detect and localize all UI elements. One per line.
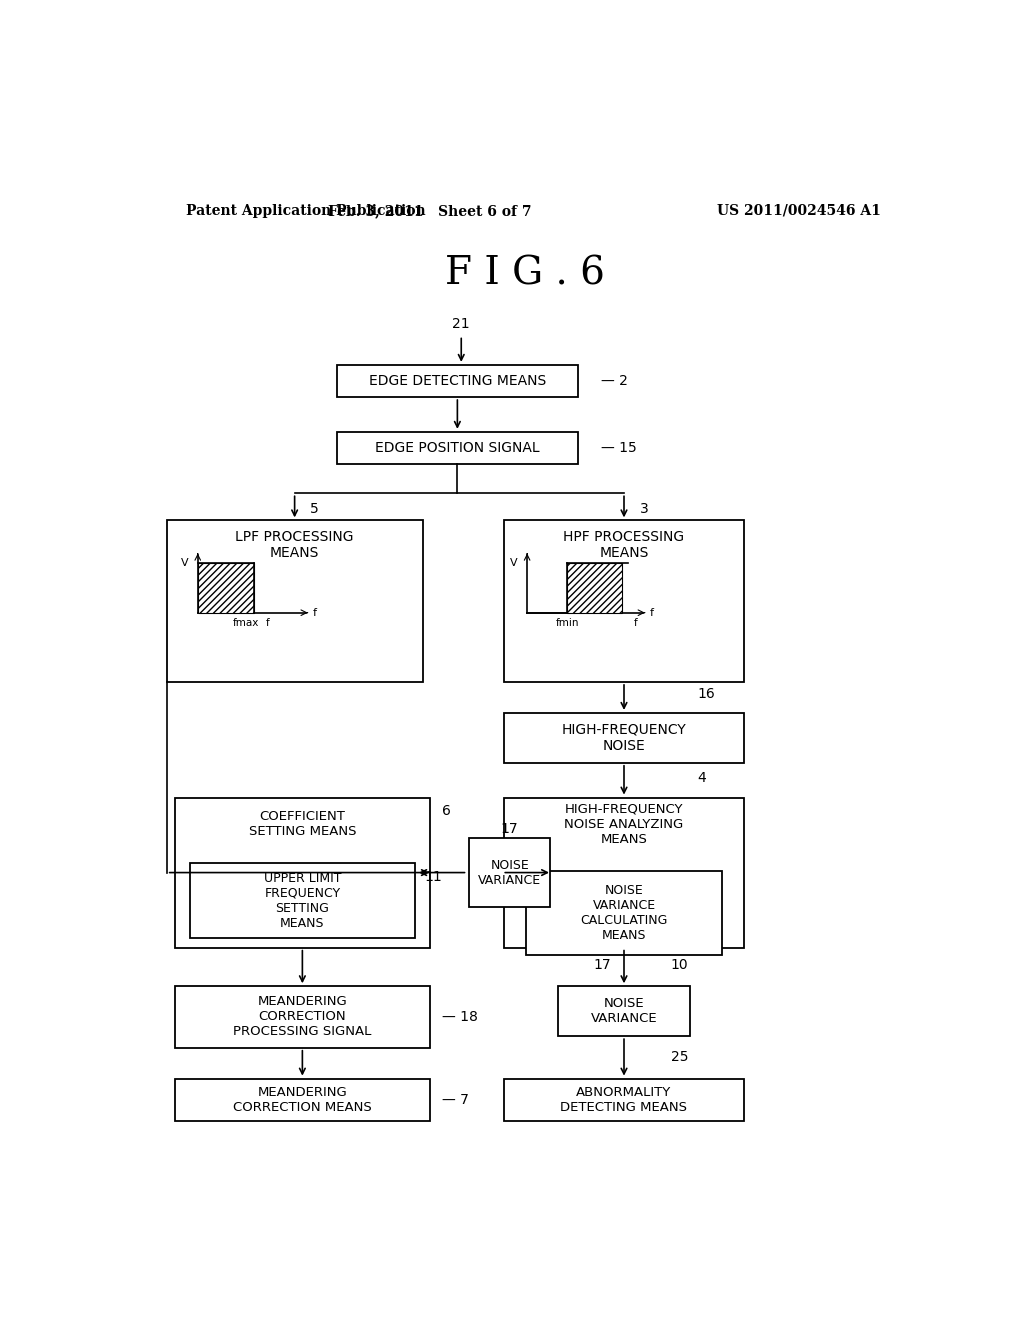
Text: 5: 5 — [310, 502, 318, 516]
Text: Feb. 3, 2011   Sheet 6 of 7: Feb. 3, 2011 Sheet 6 of 7 — [329, 203, 532, 218]
Text: V: V — [510, 557, 518, 568]
Text: NOISE
VARIANCE
CALCULATING
MEANS: NOISE VARIANCE CALCULATING MEANS — [581, 884, 668, 942]
Bar — [174, 986, 430, 1048]
Bar — [469, 838, 550, 907]
Bar — [504, 797, 744, 948]
Text: F I G . 6: F I G . 6 — [444, 255, 605, 293]
Text: EDGE POSITION SIGNAL: EDGE POSITION SIGNAL — [375, 441, 540, 455]
Text: 6: 6 — [442, 804, 451, 818]
Text: 17: 17 — [593, 957, 610, 972]
Text: fmin: fmin — [556, 619, 580, 628]
Text: MEANDERING
CORRECTION
PROCESSING SIGNAL: MEANDERING CORRECTION PROCESSING SIGNAL — [233, 995, 372, 1039]
Text: 17: 17 — [501, 821, 518, 836]
Text: — 18: — 18 — [442, 1010, 478, 1024]
Bar — [198, 562, 254, 612]
Text: — 15: — 15 — [601, 441, 637, 455]
Text: NOISE
VARIANCE: NOISE VARIANCE — [478, 858, 542, 887]
Bar — [558, 986, 690, 1036]
Text: HPF PROCESSING
MEANS: HPF PROCESSING MEANS — [563, 529, 685, 560]
Text: 16: 16 — [697, 686, 716, 701]
Text: NOISE
VARIANCE: NOISE VARIANCE — [591, 997, 657, 1026]
Text: fmax: fmax — [232, 619, 259, 628]
Text: 3: 3 — [640, 502, 648, 516]
Bar — [337, 364, 578, 397]
Text: 4: 4 — [697, 771, 707, 785]
Bar — [504, 713, 744, 763]
Text: 21: 21 — [453, 317, 470, 331]
Bar — [190, 863, 415, 939]
Text: 25: 25 — [671, 1049, 688, 1064]
Text: COEFFICIENT
SETTING MEANS: COEFFICIENT SETTING MEANS — [249, 810, 356, 838]
Text: 11: 11 — [424, 870, 441, 884]
Bar — [567, 562, 622, 612]
Bar — [174, 797, 430, 948]
Text: ABNORMALITY
DETECTING MEANS: ABNORMALITY DETECTING MEANS — [560, 1086, 687, 1114]
Text: f: f — [649, 607, 653, 618]
Text: f: f — [312, 607, 316, 618]
Text: MEANDERING
CORRECTION MEANS: MEANDERING CORRECTION MEANS — [233, 1086, 372, 1114]
Text: LPF PROCESSING
MEANS: LPF PROCESSING MEANS — [236, 529, 354, 560]
Bar — [525, 871, 722, 956]
Bar — [167, 520, 423, 682]
Text: Patent Application Publication: Patent Application Publication — [186, 203, 426, 218]
Bar — [337, 432, 578, 465]
Bar — [504, 1078, 744, 1121]
Text: HIGH-FREQUENCY
NOISE: HIGH-FREQUENCY NOISE — [561, 723, 686, 752]
Text: HIGH-FREQUENCY
NOISE ANALYZING
MEANS: HIGH-FREQUENCY NOISE ANALYZING MEANS — [564, 803, 684, 846]
Text: EDGE DETECTING MEANS: EDGE DETECTING MEANS — [369, 374, 546, 388]
Text: — 7: — 7 — [442, 1093, 469, 1106]
Text: f: f — [265, 619, 269, 628]
Text: US 2011/0024546 A1: US 2011/0024546 A1 — [717, 203, 881, 218]
Bar — [504, 520, 744, 682]
Text: f: f — [634, 619, 638, 628]
Text: 10: 10 — [671, 957, 688, 972]
Text: — 2: — 2 — [601, 374, 628, 388]
Bar — [174, 1078, 430, 1121]
Text: UPPER LIMIT
FREQUENCY
SETTING
MEANS: UPPER LIMIT FREQUENCY SETTING MEANS — [263, 871, 341, 929]
Text: V: V — [181, 557, 188, 568]
